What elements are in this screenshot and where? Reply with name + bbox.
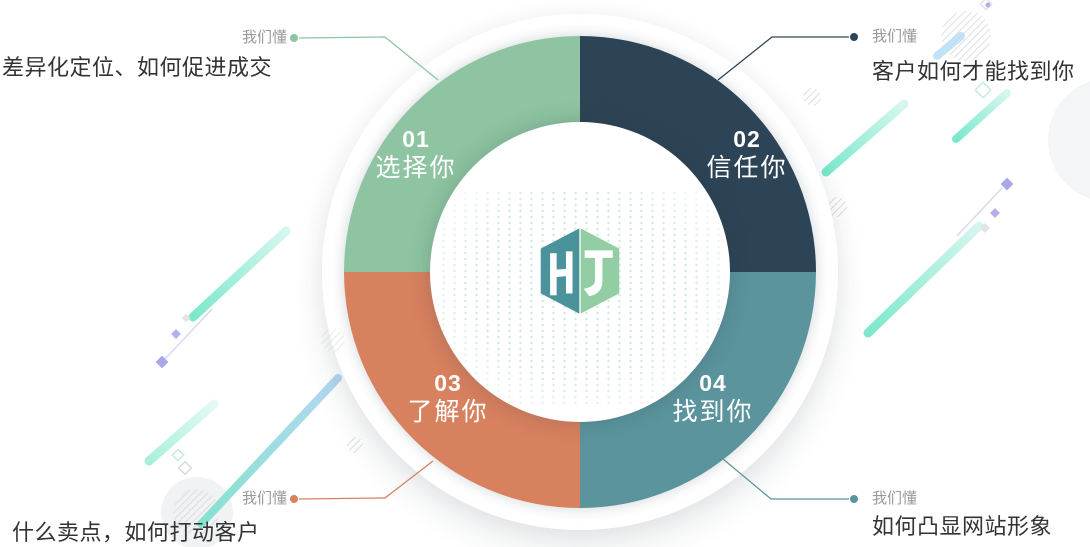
quadrant-title: 找到你: [672, 398, 754, 426]
logo-letter-j: [583, 250, 613, 297]
quadrant-number: 02: [733, 126, 761, 152]
callout-text-bottom-left: 什么卖点，如何打动客户: [12, 520, 260, 545]
leader-dot-bottom-left: [290, 495, 298, 503]
logo-letter-h: [550, 251, 573, 296]
quadrant-title: 了解你: [407, 398, 489, 426]
callout-text-bottom-right: 如何凸显网站形象: [872, 514, 1053, 539]
callout-text-top-right: 客户如何才能找到你: [872, 59, 1075, 84]
callout-tag-bottom-left: 我们懂: [241, 490, 287, 507]
quadrant-title: 选择你: [375, 154, 457, 182]
callout-tag-top-left: 我们懂: [241, 29, 287, 46]
leader-dot-top-right: [850, 33, 858, 41]
logo-hj-icon: [540, 228, 620, 314]
tiny-dot: [985, 2, 991, 8]
quadrant-label-4: 04 找到你: [628, 370, 798, 428]
quadrant-number: 04: [699, 370, 727, 396]
quadrant-number: 01: [402, 126, 430, 152]
leader-dot-top-left: [290, 34, 298, 42]
callout-tag-top-right: 我们懂: [872, 28, 918, 45]
quadrant-title: 信任你: [706, 154, 788, 182]
quadrant-label-1: 01 选择你: [331, 126, 501, 184]
faint-circle-right: [1048, 81, 1090, 199]
quadrant-label-2: 02 信任你: [662, 126, 832, 184]
callout-tag-bottom-right: 我们懂: [872, 490, 918, 507]
quadrant-number: 03: [434, 370, 462, 396]
quadrant-label-3: 03 了解你: [363, 370, 533, 428]
callout-text-top-left: 差异化定位、如何促进成交: [2, 55, 273, 80]
leader-dot-bottom-right: [850, 495, 858, 503]
